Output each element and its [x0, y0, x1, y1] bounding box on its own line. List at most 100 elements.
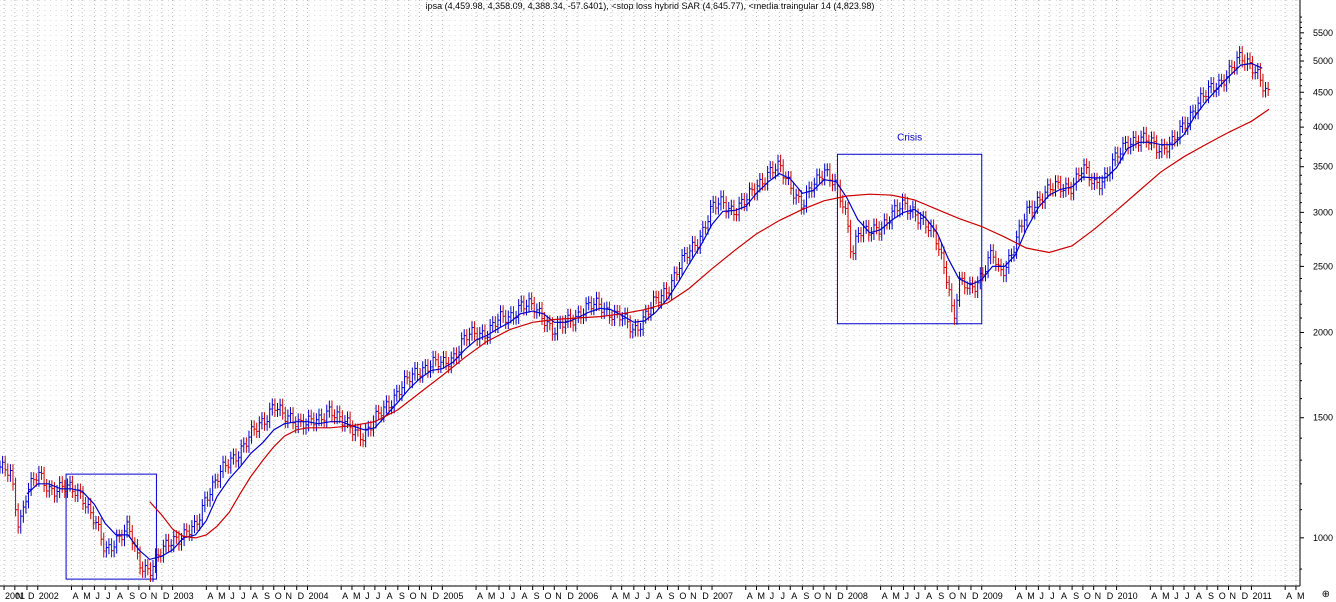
x-tick-label: A — [207, 591, 213, 601]
x-tick-label: J — [915, 591, 920, 601]
series-triangular — [149, 108, 1270, 539]
x-tick-label: J — [1039, 591, 1044, 601]
x-tick-label: S — [669, 591, 675, 601]
y-tick-label: 3500 — [1313, 162, 1333, 172]
x-tick-label: A — [791, 591, 797, 601]
x-tick-label: A — [1016, 591, 1022, 601]
x-tick-label: J — [635, 591, 640, 601]
x-tick-label: D — [298, 591, 305, 601]
x-tick-label: 2001 — [5, 591, 25, 601]
x-tick-label: 2005 — [443, 591, 463, 601]
x-tick-label: J — [500, 591, 505, 601]
x-tick-label: J — [1185, 591, 1190, 601]
y-tick-label: 5000 — [1313, 56, 1333, 66]
x-tick-label: M — [488, 591, 496, 601]
y-tick-label: 1500 — [1313, 413, 1333, 423]
x-tick-label: S — [129, 591, 135, 601]
x-tick-label: J — [106, 591, 111, 601]
chart-grid — [0, 0, 1299, 586]
y-tick-label: 5500 — [1313, 28, 1333, 38]
x-tick-label: M — [1297, 591, 1305, 601]
x-tick-label: A — [1286, 591, 1292, 601]
x-tick-label: 2011 — [1252, 591, 1271, 601]
chart-header: ipsa (4,459.98, 4,358.09, 4,388.34, -57.… — [0, 0, 1300, 12]
x-tick-label: D — [702, 591, 709, 601]
x-tick-label: O — [1219, 591, 1226, 601]
y-tick-label: 3000 — [1313, 207, 1333, 217]
x-tick-label: D — [28, 591, 35, 601]
x-tick-label: N — [1230, 591, 1237, 601]
y-tick-label: 1000 — [1313, 533, 1333, 543]
x-tick-label: D — [567, 591, 574, 601]
x-tick-label: M — [1162, 591, 1170, 601]
y-tick-label: 4500 — [1313, 87, 1333, 97]
x-tick-label: M — [353, 591, 361, 601]
x-tick-label: A — [747, 591, 753, 601]
x-tick-label: N — [1095, 591, 1102, 601]
x-tick-label: D — [972, 591, 979, 601]
x-tick-label: D — [1242, 591, 1249, 601]
x-tick-label: N — [420, 591, 427, 601]
x-tick-label: J — [1174, 591, 1179, 601]
x-tick-label: M — [758, 591, 766, 601]
x-tick-label: J — [905, 591, 910, 601]
x-tick-label: J — [646, 591, 651, 601]
x-tick-label: D — [163, 591, 170, 601]
x-tick-label: A — [1061, 591, 1067, 601]
x-tick-label: O — [679, 591, 686, 601]
x-tick-label: 2003 — [174, 591, 194, 601]
x-tick-label: 2010 — [1118, 591, 1138, 601]
x-tick-label: 2004 — [308, 591, 328, 601]
x-tick-label: J — [376, 591, 381, 601]
x-tick-label: A — [117, 591, 123, 601]
annotation-boxes: Crisis — [65, 132, 983, 580]
x-tick-label: J — [1050, 591, 1055, 601]
x-tick-label: A — [1151, 591, 1157, 601]
x-tick-label: S — [1073, 591, 1079, 601]
x-tick-label: D — [433, 591, 440, 601]
x-tick-label: 2006 — [578, 591, 598, 601]
x-tick-label: D — [837, 591, 844, 601]
x-tick-label: J — [770, 591, 775, 601]
series-line-triangular — [149, 108, 1270, 539]
x-tick-label: N — [151, 591, 158, 601]
x-tick-label: S — [1208, 591, 1214, 601]
x-tick-label: N — [690, 591, 697, 601]
x-tick-label: A — [342, 591, 348, 601]
x-tick-label: J — [230, 591, 235, 601]
x-tick-label: A — [882, 591, 888, 601]
x-tick-label: M — [623, 591, 631, 601]
x-tick-label: J — [241, 591, 246, 601]
y-tick-label: 2000 — [1313, 327, 1333, 337]
x-tick-label: A — [252, 591, 258, 601]
x-tick-label: A — [612, 591, 618, 601]
x-tick-label: S — [264, 591, 270, 601]
x-tick-label: O — [949, 591, 956, 601]
y-axis: 1000 1500 2000 2500 3000 3500 4000 4500 5000 5500 — [1299, 0, 1333, 586]
series-sar — [26, 62, 1263, 561]
x-tick-label: 2008 — [848, 591, 868, 601]
x-tick-label: A — [72, 591, 78, 601]
x-tick-label: N — [960, 591, 967, 601]
x-tick-label: A — [926, 591, 932, 601]
x-tick-label: N — [16, 591, 23, 601]
x-tick-label: S — [938, 591, 944, 601]
x-tick-label: S — [399, 591, 405, 601]
x-tick-label: M — [83, 591, 91, 601]
x-tick-label: M — [218, 591, 226, 601]
annotation-box-label: Crisis — [897, 132, 922, 143]
x-tick-label: O — [140, 591, 147, 601]
x-tick-label: M — [892, 591, 900, 601]
x-tick-label: A — [656, 591, 662, 601]
x-tick-label: N — [825, 591, 832, 601]
zoom-icon[interactable]: ⊕ — [1321, 589, 1330, 600]
x-tick-label: O — [814, 591, 821, 601]
x-tick-label: O — [410, 591, 417, 601]
annotation-box — [836, 153, 983, 325]
x-tick-label: J — [95, 591, 100, 601]
x-tick-label: M — [1027, 591, 1035, 601]
x-tick-label: D — [1107, 591, 1114, 601]
x-tick-label: J — [780, 591, 785, 601]
